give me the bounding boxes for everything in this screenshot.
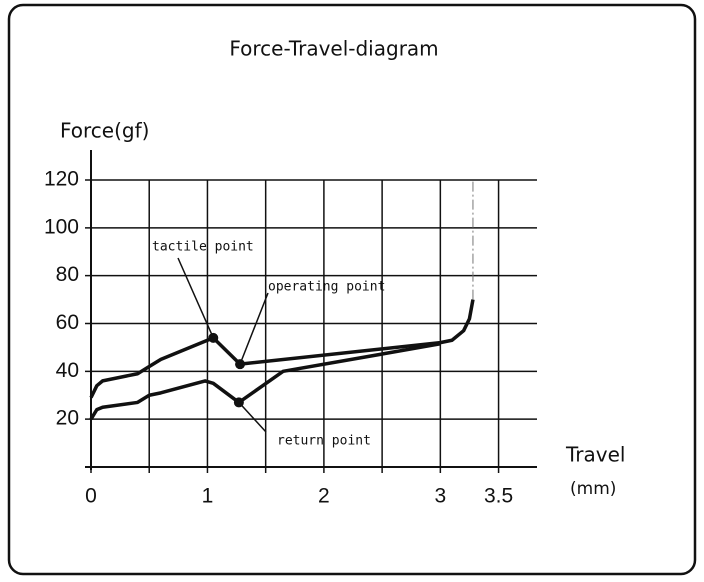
x-tick-label: 2 [318,485,330,508]
chart-title: Force-Travel-diagram [229,37,438,61]
point-label: tactile point [152,240,254,255]
leader-line [177,257,214,339]
y-tick-label: 100 [44,215,79,238]
frame [7,3,697,576]
y-tick-label: 120 [44,168,79,191]
y-tick-label: 80 [56,263,79,286]
y-tick-label: 40 [56,359,79,382]
marked-point [233,397,244,408]
x-tick-label: 3 [435,485,447,508]
marked-point [235,359,246,370]
x-tick-label: 3.5 [484,485,513,508]
point-label: operating point [268,280,385,295]
y-tick-label: 20 [56,407,79,430]
x-axis-label: Travel [565,443,625,467]
x-tick-label: 1 [202,485,214,508]
leader-line [238,401,267,433]
leader-line [239,292,269,365]
x-axis-unit: (mm) [570,479,616,499]
marked-point [208,332,219,343]
force-curve [89,342,441,421]
x-tick-label: 0 [85,485,97,508]
point-label: return point [277,434,371,449]
y-tick-label: 60 [56,311,79,334]
y-axis-label: Force(gf) [60,119,149,143]
